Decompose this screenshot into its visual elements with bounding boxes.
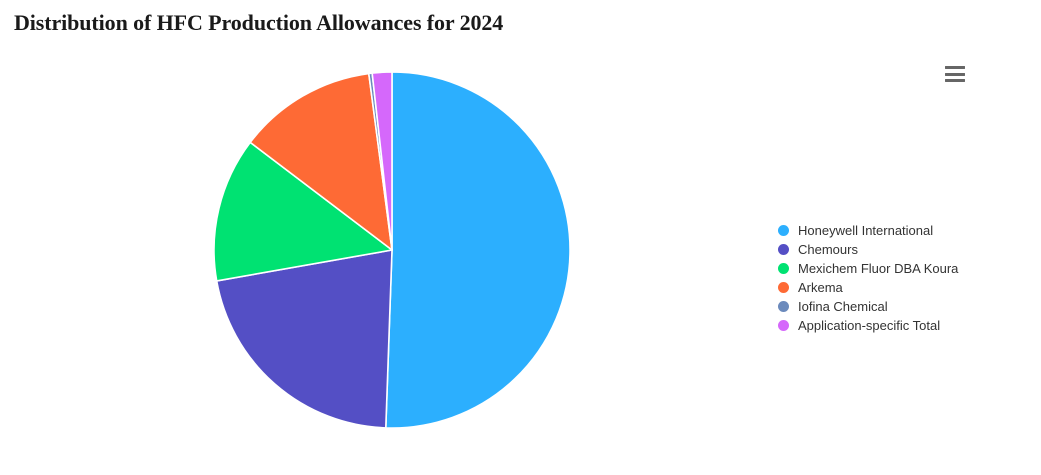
- legend-swatch-icon: [778, 282, 789, 293]
- legend-item-label: Mexichem Fluor DBA Koura: [798, 261, 959, 276]
- legend-item[interactable]: Iofina Chemical: [778, 297, 958, 316]
- menu-bar-3: [945, 79, 965, 82]
- pie-slice[interactable]: [384, 71, 571, 429]
- chart-legend: Honeywell International Chemours Mexichem …: [778, 221, 958, 335]
- pie-slice-group: [213, 71, 571, 429]
- pie-slice[interactable]: [249, 72, 393, 251]
- legend-swatch-icon: [778, 225, 789, 236]
- legend-item[interactable]: Arkema: [778, 278, 958, 297]
- legend-swatch-icon: [778, 244, 789, 255]
- legend-item[interactable]: Mexichem Fluor DBA Koura: [778, 259, 958, 278]
- chart-title: Distribution of HFC Production Allowance…: [14, 10, 504, 35]
- legend-item[interactable]: Chemours: [778, 240, 958, 259]
- legend-item-label: Honeywell International: [798, 223, 934, 238]
- legend-swatch-icon: [778, 263, 789, 274]
- pie-slice[interactable]: [213, 141, 393, 282]
- legend-swatch-icon: [778, 320, 789, 331]
- pie-slice[interactable]: [215, 249, 393, 429]
- menu-bar-1: [945, 66, 965, 69]
- legend-item[interactable]: Application-specific Total: [778, 316, 958, 335]
- legend-item-label: Iofina Chemical: [798, 299, 888, 314]
- legend-item-label: Application-specific Total: [798, 318, 941, 333]
- pie-slice[interactable]: [371, 71, 393, 251]
- menu-bar-2: [945, 72, 965, 76]
- legend-item[interactable]: Honeywell International: [778, 221, 958, 240]
- legend-swatch-icon: [778, 301, 789, 312]
- hamburger-menu-icon[interactable]: [945, 64, 967, 84]
- legend-item-label: Arkema: [798, 280, 843, 295]
- legend-item-label: Chemours: [798, 242, 858, 257]
